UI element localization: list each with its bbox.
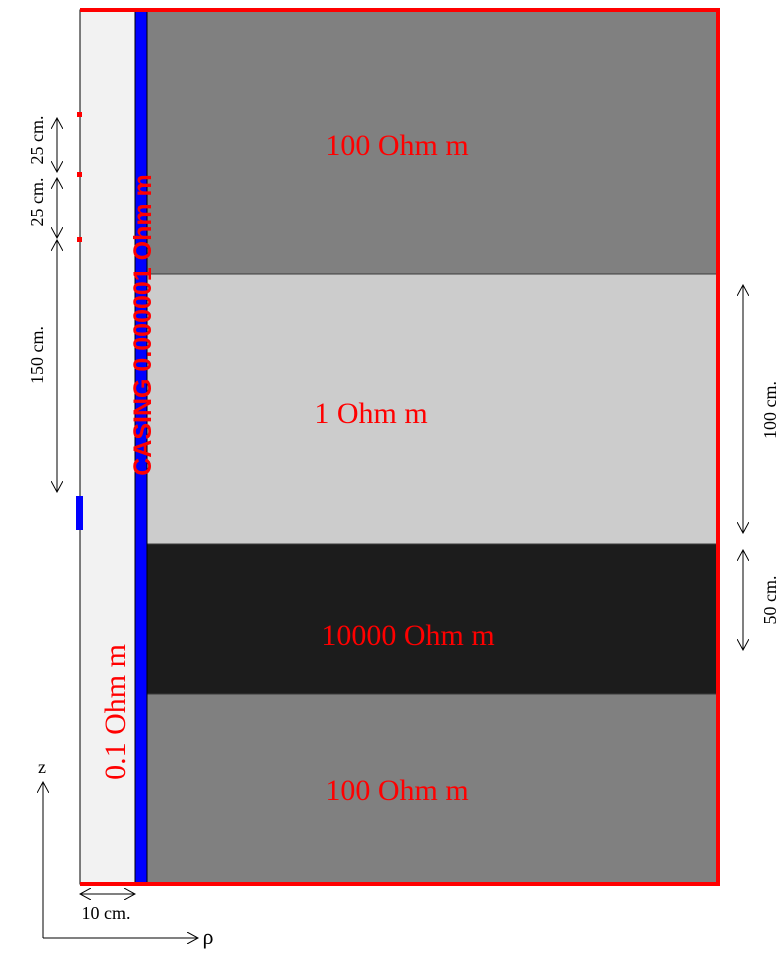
borehole-radius-label: 10 cm.	[82, 903, 131, 923]
layer-conductive-label: 1 Ohm m	[314, 397, 427, 430]
casing-label: CASING 0.000001 Ohm m	[129, 174, 157, 476]
receiver-spacing-1-label: 25 cm.	[27, 116, 47, 165]
receiver-spacing-2-label: 25 cm.	[27, 178, 47, 227]
receiver-electrode-2	[77, 172, 82, 177]
layer-resistive	[147, 544, 718, 694]
receiver-electrode-3	[77, 237, 82, 242]
transmitter-electrode	[76, 496, 83, 530]
conductive-layer-thickness-label: 100 cm.	[760, 381, 780, 439]
borehole-fluid	[79, 9, 136, 885]
transmitter-spacing-label: 150 cm.	[27, 326, 47, 384]
borehole-fluid-label: 0.1 Ohm m	[99, 644, 132, 780]
layer-top-label: 100 Ohm m	[325, 129, 468, 162]
layer-top	[147, 10, 718, 274]
resistive-layer-thickness-label: 50 cm.	[760, 576, 780, 625]
layer-conductive	[147, 274, 718, 544]
receiver-electrode-1	[77, 112, 82, 117]
layer-resistive-label: 10000 Ohm m	[321, 619, 494, 652]
layer-bottom	[147, 694, 718, 884]
layer-bottom-label: 100 Ohm m	[325, 774, 468, 807]
rho-axis-label: ρ	[203, 924, 214, 949]
z-axis-label: z	[38, 757, 46, 777]
